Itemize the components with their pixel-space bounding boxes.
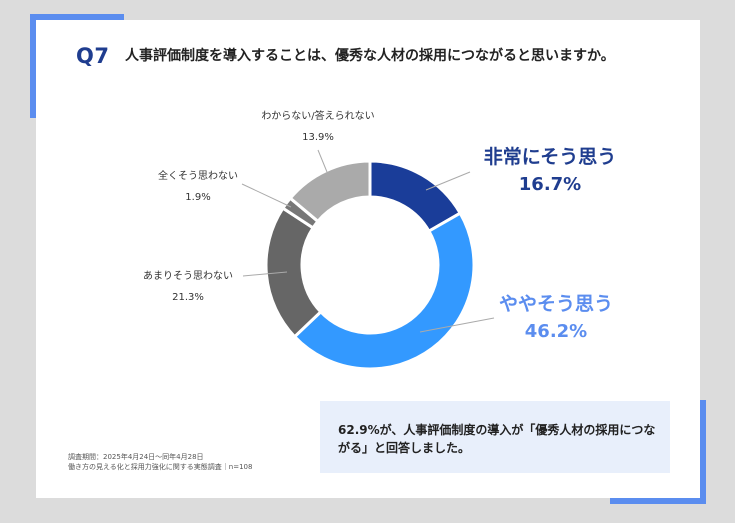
question-title: 人事評価制度を導入することは、優秀な人材の採用につながると思いますか。 [125, 48, 615, 64]
slice-name: 非常にそう思う [483, 146, 617, 168]
slice-value: 21.3% [172, 292, 204, 303]
footnote-period: 調査期間：2025年4月24日～同年4月28日 [68, 453, 204, 461]
label-somewhat: ややそう思う 46.2% [486, 291, 626, 347]
leader-line-very-much [425, 171, 471, 191]
label-not-much: あまりそう思わない 21.3% [128, 266, 248, 308]
slice-name: 全くそう思わない [158, 171, 238, 182]
slice-name: あまりそう思わない [143, 271, 233, 282]
corner-accent-top-left-vertical [30, 14, 36, 118]
donut-slices [264, 159, 476, 371]
slice-somewhat [292, 211, 476, 371]
slice-value: 46.2% [524, 321, 588, 342]
leader-line-somewhat [419, 317, 495, 333]
slice-dont-know [288, 159, 372, 224]
leader-line-not-much [242, 271, 288, 277]
summary-text: 62.9%が、人事評価制度の導入が「優秀人材の採用につながる」と回答しました。 [338, 423, 656, 455]
leader-line-dont-know [317, 149, 328, 173]
corner-accent-top-left [30, 14, 124, 20]
slice-value: 1.9% [185, 192, 211, 203]
summary-box: 62.9%が、人事評価制度の導入が「優秀人材の採用につながる」と回答しました。 [320, 401, 670, 473]
leader-lines [241, 149, 495, 333]
label-not-at-all: 全くそう思わない 1.9% [138, 166, 258, 208]
corner-accent-bottom-right [610, 498, 706, 504]
slice-name: ややそう思う [498, 293, 613, 315]
footnote-survey: 働き方の見える化と採用力強化に関する実態調査｜n=108 [68, 463, 253, 471]
question-number: Q7 [76, 44, 110, 68]
label-dont-know: わからない/答えられない 13.9% [246, 106, 390, 148]
slice-value: 13.9% [302, 132, 334, 143]
footnote: 調査期間：2025年4月24日～同年4月28日 働き方の見える化と採用力強化に関… [68, 452, 252, 472]
label-very-much: 非常にそう思う 16.7% [468, 144, 632, 200]
slice-value: 16.7% [518, 174, 582, 195]
slice-name: わからない/答えられない [261, 111, 375, 122]
leader-line-not-at-all [241, 183, 292, 208]
corner-accent-bottom-right-vertical [700, 400, 706, 504]
